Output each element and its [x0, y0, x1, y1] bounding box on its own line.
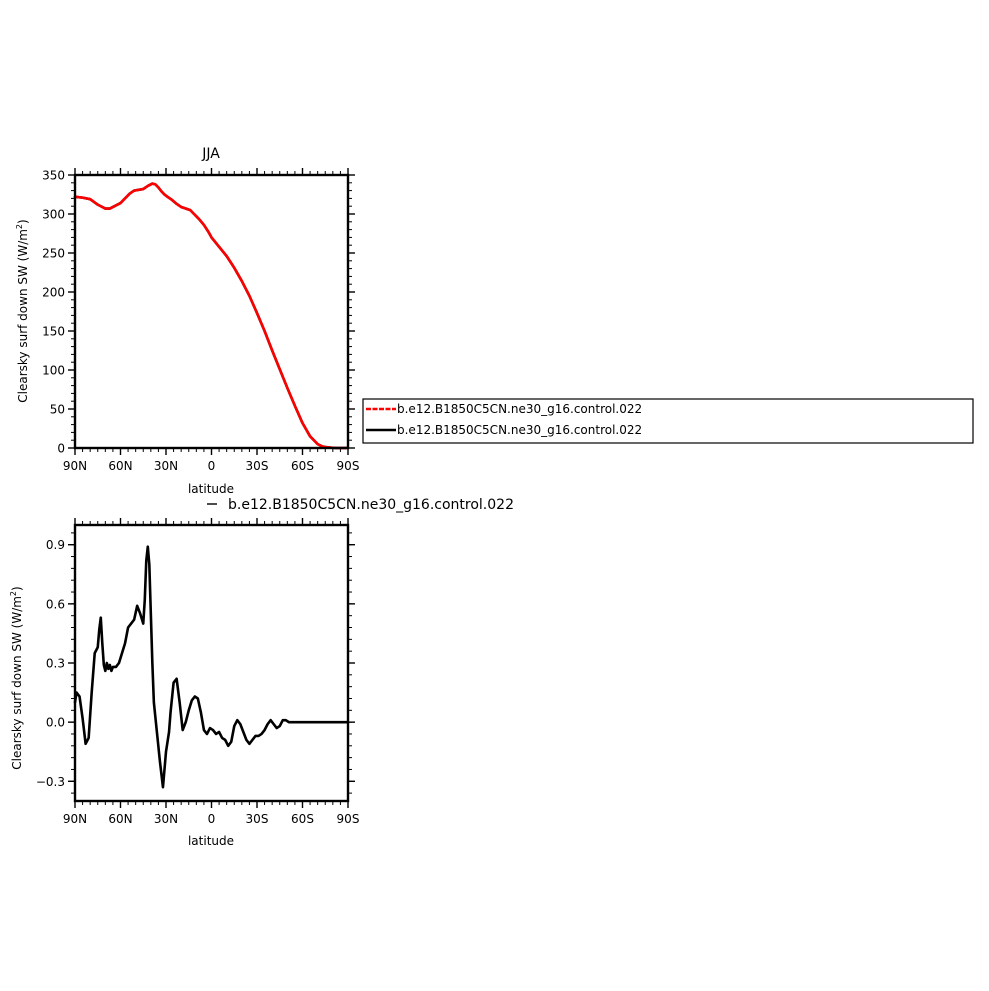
top-chart-panel: JJA 90N 60N 30N 0 30S 60S 90S 0 50 100 150 200 250 30…: [15, 146, 359, 496]
y-tick-label: 50: [50, 403, 65, 417]
y-tick-label: 0.6: [46, 597, 65, 611]
x-tick-label: 90N: [63, 812, 87, 826]
chart-title: JJA: [201, 146, 220, 162]
legend-label-black: b.e12.B1850C5CN.ne30_g16.control.022: [397, 423, 642, 437]
bottom-chart-ylabel-text: Clearsky surf down SW (W/m: [10, 596, 24, 770]
top-chart-tick-labels: 90N 60N 30N 0 30S 60S 90S 0 50 100 150 200 250 300 350: [42, 169, 359, 474]
bottom-chart-ylabel-close: ): [10, 586, 24, 591]
y-tick-label: 250: [42, 247, 65, 261]
y-tick-label: 0.9: [46, 538, 65, 552]
y-tick-label: 150: [42, 325, 65, 339]
y-tick-label: 350: [42, 169, 65, 183]
bottom-chart-series: [73, 545, 350, 789]
y-tick-label: 200: [42, 286, 65, 300]
bottom-chart-frame: [73, 523, 350, 803]
x-tick-label: 30S: [246, 459, 269, 473]
x-tick-label: 60S: [291, 459, 314, 473]
legend-label-red: b.e12.B1850C5CN.ne30_g16.control.022: [397, 402, 642, 416]
bottom-chart-ylabel-sup: 2: [9, 591, 18, 596]
x-tick-label: 90S: [337, 812, 360, 826]
top-chart-xlabel: latitude: [188, 482, 234, 496]
top-chart-ylabel: Clearsky surf down SW (W/m2): [15, 219, 30, 402]
y-tick-label: 0.3: [46, 657, 65, 671]
series-line-1: [73, 182, 350, 450]
y-tick-label: 0.0: [46, 716, 65, 730]
x-tick-label: 60N: [108, 812, 132, 826]
x-tick-label: 90S: [337, 459, 360, 473]
bottom-chart-tick-labels: 90N 60N 30N 0 30S 60S 90S −0.3 0.0 0.3 0.6 0.9: [36, 538, 360, 826]
x-tick-label: 60N: [108, 459, 132, 473]
y-tick-label: −0.3: [36, 775, 65, 789]
series-line-0: [73, 545, 350, 789]
x-tick-label: 30S: [246, 812, 269, 826]
x-tick-label: 0: [208, 459, 216, 473]
legend-box: [362, 398, 974, 444]
x-tick-label: 0: [208, 812, 216, 826]
top-chart-legend: b.e12.B1850C5CN.ne30_g16.control.022 b.e…: [362, 398, 974, 444]
top-chart-ylabel-text: Clearsky surf down SW (W/m: [16, 229, 30, 403]
bottom-chart-xlabel: latitude: [188, 834, 234, 848]
bottom-chart-ylabel: Clearsky surf down SW (W/m2): [9, 586, 24, 769]
top-chart-frame: [73, 173, 350, 450]
top-chart-ylabel-close: ): [16, 219, 30, 224]
y-tick-label: 0: [57, 442, 65, 456]
x-tick-label: 90N: [63, 459, 87, 473]
bottom-chart-panel: b.e12.B1850C5CN.ne30_g16.control.022 90N…: [9, 497, 514, 848]
top-chart-series: [73, 182, 350, 450]
y-tick-label: 100: [42, 364, 65, 378]
x-tick-label: 30N: [154, 459, 178, 473]
x-tick-label: 30N: [154, 812, 178, 826]
x-tick-label: 60S: [291, 812, 314, 826]
y-tick-label: 300: [42, 208, 65, 222]
top-chart-ylabel-sup: 2: [15, 224, 24, 229]
bottom-legend-label: b.e12.B1850C5CN.ne30_g16.control.022: [228, 497, 514, 513]
